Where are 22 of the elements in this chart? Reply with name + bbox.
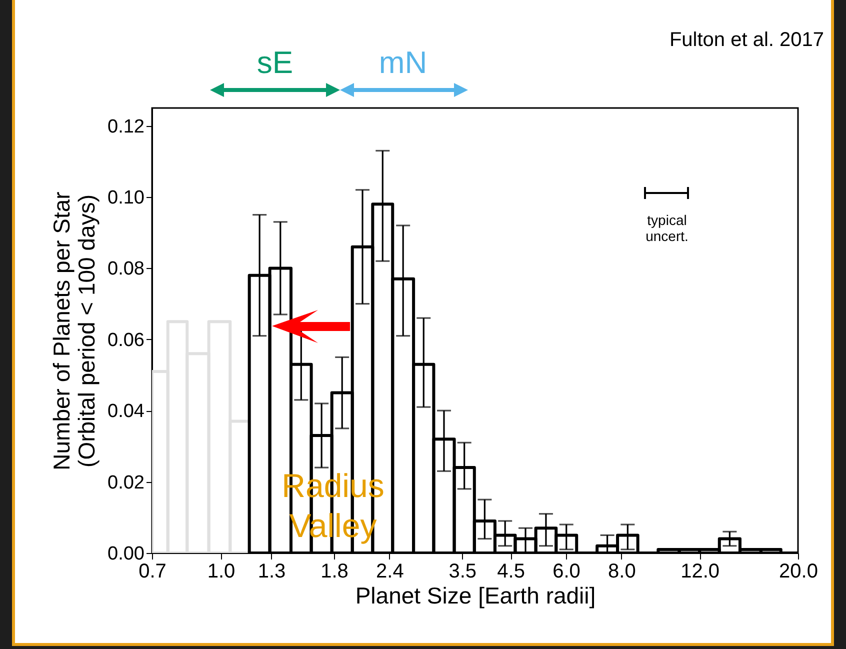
text: mN [378, 45, 428, 80]
x-tick-label: 3.5 [448, 560, 477, 582]
y-tick-label: 0.02 [108, 472, 144, 494]
x-axis-title: Planet Size [Earth radii] [355, 582, 596, 608]
y-axis-title: Number of Planets per Star (Orbital period < 100 days) [48, 191, 100, 470]
x-tick-label: 8.0 [608, 560, 636, 582]
x-tick-label: 1.8 [320, 560, 348, 582]
text: Fulton et al. 2017 [669, 29, 824, 51]
y-tick-label: 0.08 [108, 258, 144, 280]
x-tick-label: 1.0 [207, 560, 236, 582]
x-tick-label: 1.3 [258, 560, 286, 582]
annotation: typical uncert. [646, 212, 688, 244]
x-tick-label: 12.0 [680, 560, 720, 582]
x-tick-label: 6.0 [552, 560, 580, 582]
text: sE [256, 45, 294, 80]
y-tick-label: 0.04 [108, 401, 145, 422]
x-tick-label: 4.5 [497, 560, 525, 582]
x-tick-label: 2.4 [376, 560, 404, 582]
y-tick-label: 0.10 [108, 188, 144, 208]
y-tick-label: 0.06 [108, 330, 144, 351]
y-tick-label: 0.12 [108, 116, 144, 138]
x-tick-label: 20.0 [779, 560, 818, 582]
